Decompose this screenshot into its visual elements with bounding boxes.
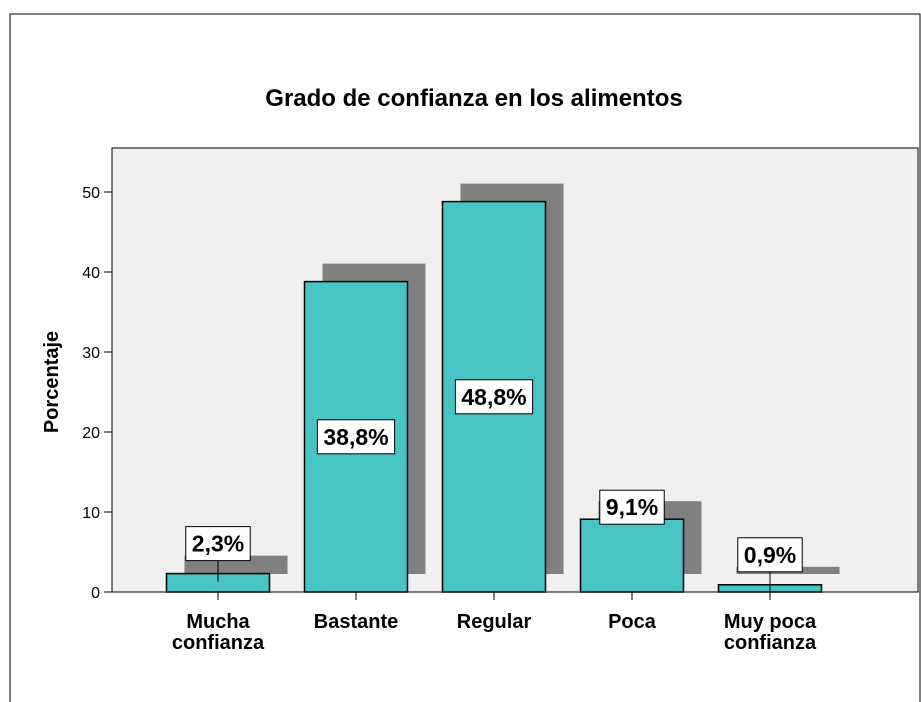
data-label-box bbox=[454, 379, 534, 415]
data-label: 0,9% bbox=[744, 542, 796, 568]
data-label-group bbox=[185, 526, 251, 562]
data-label-group bbox=[316, 419, 396, 455]
chart-title: Grado de confianza en los alimentos bbox=[265, 85, 682, 112]
data-label-group bbox=[737, 537, 803, 573]
data-label-box bbox=[599, 489, 665, 525]
data-label: 48,8% bbox=[461, 384, 526, 410]
data-label-group bbox=[599, 489, 665, 525]
y-tick-label: 0 bbox=[91, 585, 100, 602]
data-label: 38,8% bbox=[323, 424, 388, 450]
y-tick-label: 30 bbox=[82, 345, 100, 362]
data-label: 2,3% bbox=[192, 531, 244, 557]
frame bbox=[9, 13, 921, 702]
x-tick-label: Bastante bbox=[314, 611, 398, 633]
y-axis-label: Porcentaje bbox=[41, 331, 63, 433]
data-label-box bbox=[737, 537, 803, 573]
data-label: 9,1% bbox=[606, 494, 658, 520]
y-tick-label: 40 bbox=[82, 265, 100, 282]
x-tick-label: Poca bbox=[608, 611, 657, 633]
bar bbox=[579, 518, 685, 593]
y-tick-label: 10 bbox=[82, 505, 100, 522]
x-tick-label: Regular bbox=[457, 611, 532, 633]
y-tick-label: 50 bbox=[82, 185, 100, 202]
data-label-box bbox=[185, 526, 251, 562]
x-tick-label: Muy poca confianza bbox=[724, 611, 817, 654]
data-label-group bbox=[454, 379, 534, 415]
data-label-box bbox=[316, 419, 396, 455]
x-tick-label: Mucha confianza bbox=[172, 611, 265, 654]
y-tick-label: 20 bbox=[82, 425, 100, 442]
